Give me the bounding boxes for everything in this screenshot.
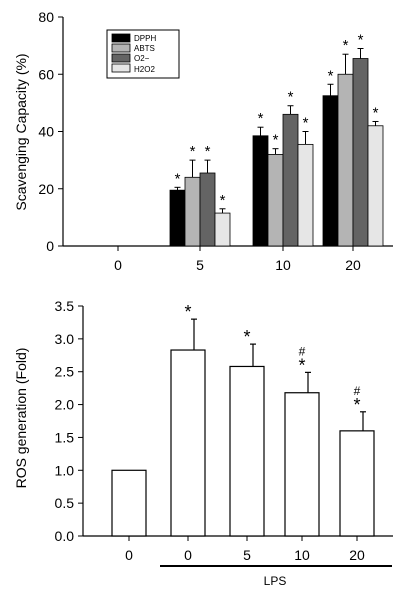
significance-mark: * [190,143,196,160]
y-axis-label: Scavenging Capacity (%) [13,53,29,210]
legend-swatch-abts [111,43,131,53]
significance-mark: * [258,110,264,127]
x-tick-label: 0 [114,257,122,273]
bar [169,189,186,247]
significance-mark: * [303,115,309,132]
significance-star: * [243,327,250,347]
bar [284,392,320,537]
y-tick-label: 60 [38,66,54,82]
significance-mark: * [175,170,181,187]
ros-generation-chart: ROS generation (Fold) LPS 0.0 0.5 1.0 1.5 2.… [13,298,393,588]
y-tick-label: 1.5 [55,429,75,445]
legend-label-superoxide: O2− [134,54,150,63]
legend-swatch-hydrogen-peroxide [111,63,131,73]
y-tick-label: 0.5 [55,495,75,511]
legend-swatch-dpph [111,33,131,43]
x-tick-label: 5 [243,547,251,563]
bar [229,365,265,537]
y-tick-label: 2.5 [55,364,75,380]
bar [339,430,375,537]
legend: DPPH ABTS O2− H2O2 [106,29,180,79]
significance-hash: # [299,344,306,358]
y-tick-label: 0 [46,238,54,254]
y-tick-label: 40 [38,124,54,140]
significance-mark: * [273,132,279,149]
significance-mark: * [358,31,364,48]
significance-mark: * [373,104,379,121]
significance-mark: * [205,143,211,160]
bar [367,125,384,247]
y-tick-label: 0.0 [55,528,75,544]
y-tick-label: 3.0 [55,331,75,347]
bar [352,58,369,247]
y-axis-label: ROS generation (Fold) [13,348,29,489]
bar [184,176,201,247]
scavenging-capacity-chart: Scavenging Capacity (%) DPPH ABTS O2− H2… [13,9,393,273]
y-tick-label: 1.0 [55,462,75,478]
bar [322,95,339,247]
legend-label-dpph: DPPH [134,34,156,43]
significance-mark: * [288,89,294,106]
x-tick-label: 0 [184,547,192,563]
significance-star: * [184,302,191,322]
bar [337,73,354,247]
x-tick-label: 10 [294,547,310,563]
significance-hash: # [354,384,361,398]
y-tick-label: 20 [38,181,54,197]
x-tick-label: 20 [345,257,361,273]
x-tick-label: 20 [349,547,365,563]
y-tick-label: 3.5 [55,298,75,314]
bar [282,113,299,247]
bar [297,143,314,247]
significance-star: * [298,355,305,375]
bar [214,212,231,247]
legend-swatch-superoxide [111,53,131,63]
y-tick-label: 2.0 [55,397,75,413]
legend-label-abts: ABTS [134,44,155,53]
significance-star: * [353,395,360,415]
significance-mark: * [343,37,349,54]
legend-label-hydrogen-peroxide: H2O2 [134,65,155,74]
y-tick-label: 80 [38,9,54,25]
significance-mark: * [328,67,334,84]
x-tick-label: 5 [196,257,204,273]
bar [170,349,206,537]
bar [199,172,216,247]
bar [267,153,284,247]
significance-mark: * [220,192,226,209]
bar [252,135,269,247]
lps-label: LPS [264,574,287,588]
x-tick-label: 10 [275,257,291,273]
bar [111,469,147,537]
x-tick-label: 0 [125,547,133,563]
